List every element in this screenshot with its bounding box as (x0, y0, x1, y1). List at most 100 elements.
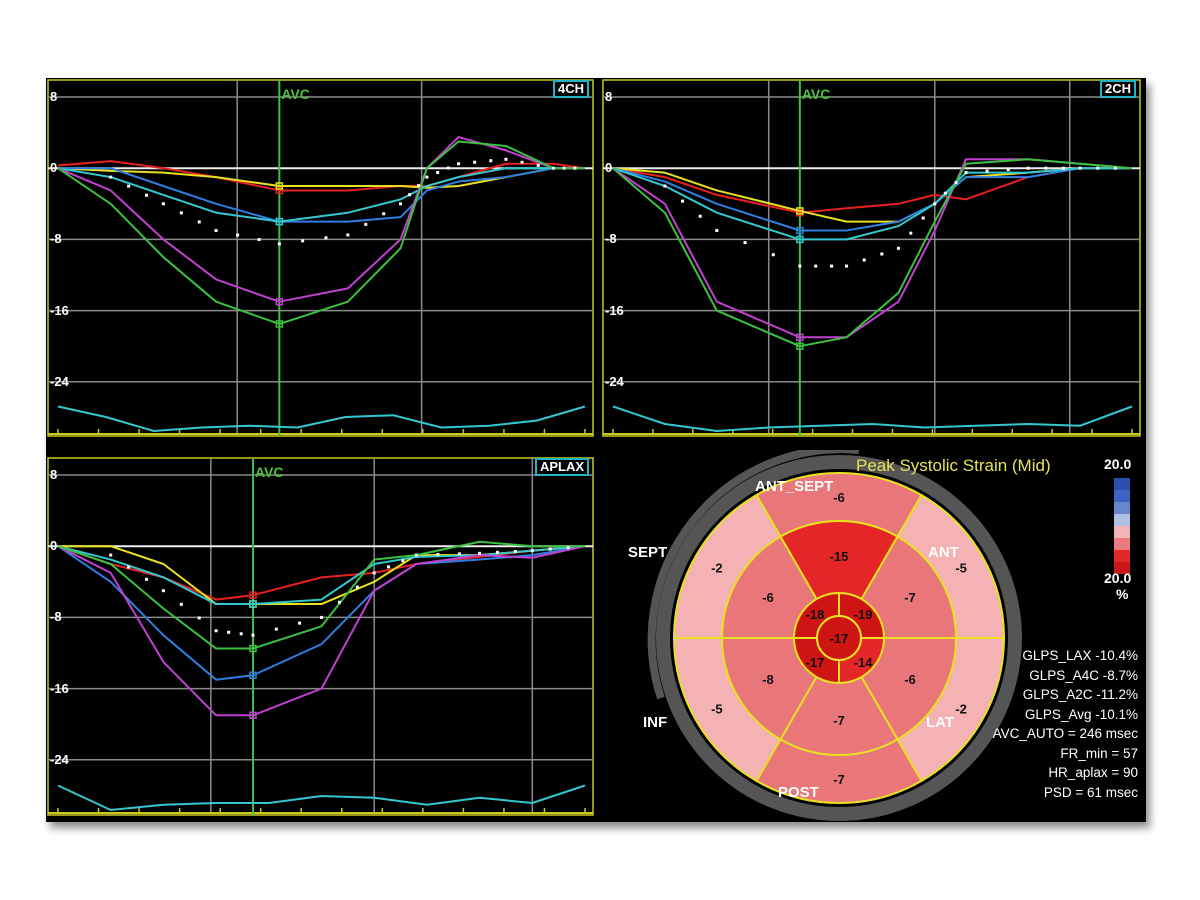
avg-strain-dot (933, 202, 937, 206)
avg-strain-dot (943, 191, 947, 195)
y-tick-label: -24 (605, 373, 624, 389)
avg-strain-dot (896, 246, 900, 250)
color-scale-step (1114, 526, 1130, 538)
strain-curve-red (612, 167, 1132, 214)
apex-value: -17 (830, 631, 849, 646)
avg-strain-dot (548, 547, 552, 551)
y-tick-label: -24 (50, 373, 69, 389)
avg-strain-dot (401, 559, 405, 563)
y-tick-label: -8 (50, 231, 62, 247)
view-tag: 2CH (1099, 80, 1136, 98)
avg-strain-dot (1096, 166, 1100, 170)
basal-value: -6 (833, 490, 845, 505)
apical-value: -17 (806, 655, 825, 670)
avg-strain-dot (382, 212, 386, 216)
mid-value: -7 (833, 713, 845, 728)
avg-strain-dot (489, 159, 493, 163)
avg-strain-dot (414, 553, 418, 557)
peak-marker-green (796, 342, 804, 350)
avg-strain-dot (1006, 168, 1010, 172)
strain-curve-red (57, 545, 586, 601)
label-sept: SEPT (628, 544, 668, 561)
avg-strain-dot (573, 166, 577, 170)
apical-value: -14 (854, 655, 874, 670)
color-scale-step (1114, 490, 1130, 502)
avg-strain-dot (562, 166, 566, 170)
avg-strain-dot (496, 550, 500, 554)
color-scale-step (1114, 550, 1130, 562)
avg-strain-dot (298, 621, 302, 625)
label-inf: INF (643, 714, 668, 731)
avg-strain-dot (1061, 166, 1065, 170)
strain-curve-magenta (57, 545, 586, 717)
avg-strain-dot (257, 238, 261, 242)
panel-4ch: 4CH 8 0 -8 -16 -24 AVC (47, 79, 594, 437)
avg-strain-dot (457, 162, 461, 166)
strain-chart (602, 79, 1141, 437)
avg-strain-dot (436, 171, 440, 175)
avg-strain-dot (416, 184, 420, 188)
strain-curve-blue (57, 545, 586, 681)
avg-strain-dot (566, 546, 570, 550)
peak-marker-yellow (796, 207, 804, 215)
strain-curve-yellow (58, 545, 586, 606)
avg-strain-dot (425, 175, 429, 179)
strain-curve-cyan (57, 167, 585, 223)
avg-strain-dot (771, 253, 775, 257)
ecg-trace (57, 784, 586, 812)
basal-value: -5 (711, 702, 723, 717)
mid-value: -6 (904, 672, 916, 687)
avg-strain-dot (954, 181, 958, 185)
stat-glps-lax: GLPS_LAX -10.4% (1022, 648, 1138, 663)
peak-marker-green (249, 644, 257, 653)
strain-curve-green (57, 540, 585, 650)
avg-strain-dot (236, 233, 240, 237)
avg-strain-dot (320, 615, 323, 619)
avg-strain-dot (399, 202, 403, 206)
avg-strain-dot (408, 193, 412, 197)
stat-hr-aplax: HR_aplax = 90 (1048, 765, 1138, 780)
avg-strain-dot (862, 258, 866, 262)
y-tick-label: 0 (50, 538, 58, 554)
color-scale-step (1114, 538, 1130, 550)
color-scale-step (1114, 562, 1130, 574)
avg-strain-dot (520, 160, 524, 164)
avg-strain-dot (814, 264, 818, 268)
peak-marker-blue (249, 671, 257, 679)
bullseye-panel: Peak Systolic Strain (Mid) -6 -5 -2 -7 -5 -2-… (620, 445, 1146, 822)
avg-strain-dot (214, 629, 218, 633)
peak-marker-blue (796, 226, 804, 235)
avg-strain-dot (197, 220, 201, 224)
avg-strain-dot (909, 231, 913, 235)
panel-border (47, 79, 594, 437)
strain-report: 4CH 8 0 -8 -16 -24 AVC 2CH 8 0 -8 -16 -24 AVC APLA… (46, 78, 1146, 822)
scale-unit: % (1116, 586, 1129, 602)
label-ant: ANT (928, 544, 959, 561)
avg-strain-dot (798, 264, 802, 268)
view-tag: 4CH (552, 80, 589, 98)
strain-chart (47, 457, 594, 816)
panel-border (47, 457, 594, 816)
mid-value: -7 (904, 590, 916, 605)
avg-strain-dot (457, 552, 461, 556)
avg-strain-dot (743, 241, 747, 245)
y-tick-label: 8 (605, 89, 613, 104)
avc-label: AVC (281, 86, 310, 102)
avg-strain-dot (530, 549, 534, 553)
avg-strain-dot (964, 171, 968, 175)
avg-strain-dot (251, 633, 255, 637)
y-tick-label: -24 (50, 751, 69, 767)
ecg-trace (57, 405, 586, 433)
panel-2ch: 2CH 8 0 -8 -16 -24 AVC (602, 79, 1141, 437)
avg-strain-dot (681, 199, 685, 203)
avg-strain-dot (145, 193, 149, 197)
y-tick-label: 8 (50, 89, 58, 104)
avg-strain-dot (346, 233, 350, 237)
view-tag: APLAX (534, 458, 589, 476)
y-tick-label: -16 (605, 302, 624, 318)
avg-strain-dot (880, 252, 884, 256)
avg-strain-dot (1026, 166, 1030, 170)
avg-strain-dot (161, 202, 165, 206)
basal-value: -2 (711, 561, 723, 576)
strain-curve-green (57, 140, 585, 325)
